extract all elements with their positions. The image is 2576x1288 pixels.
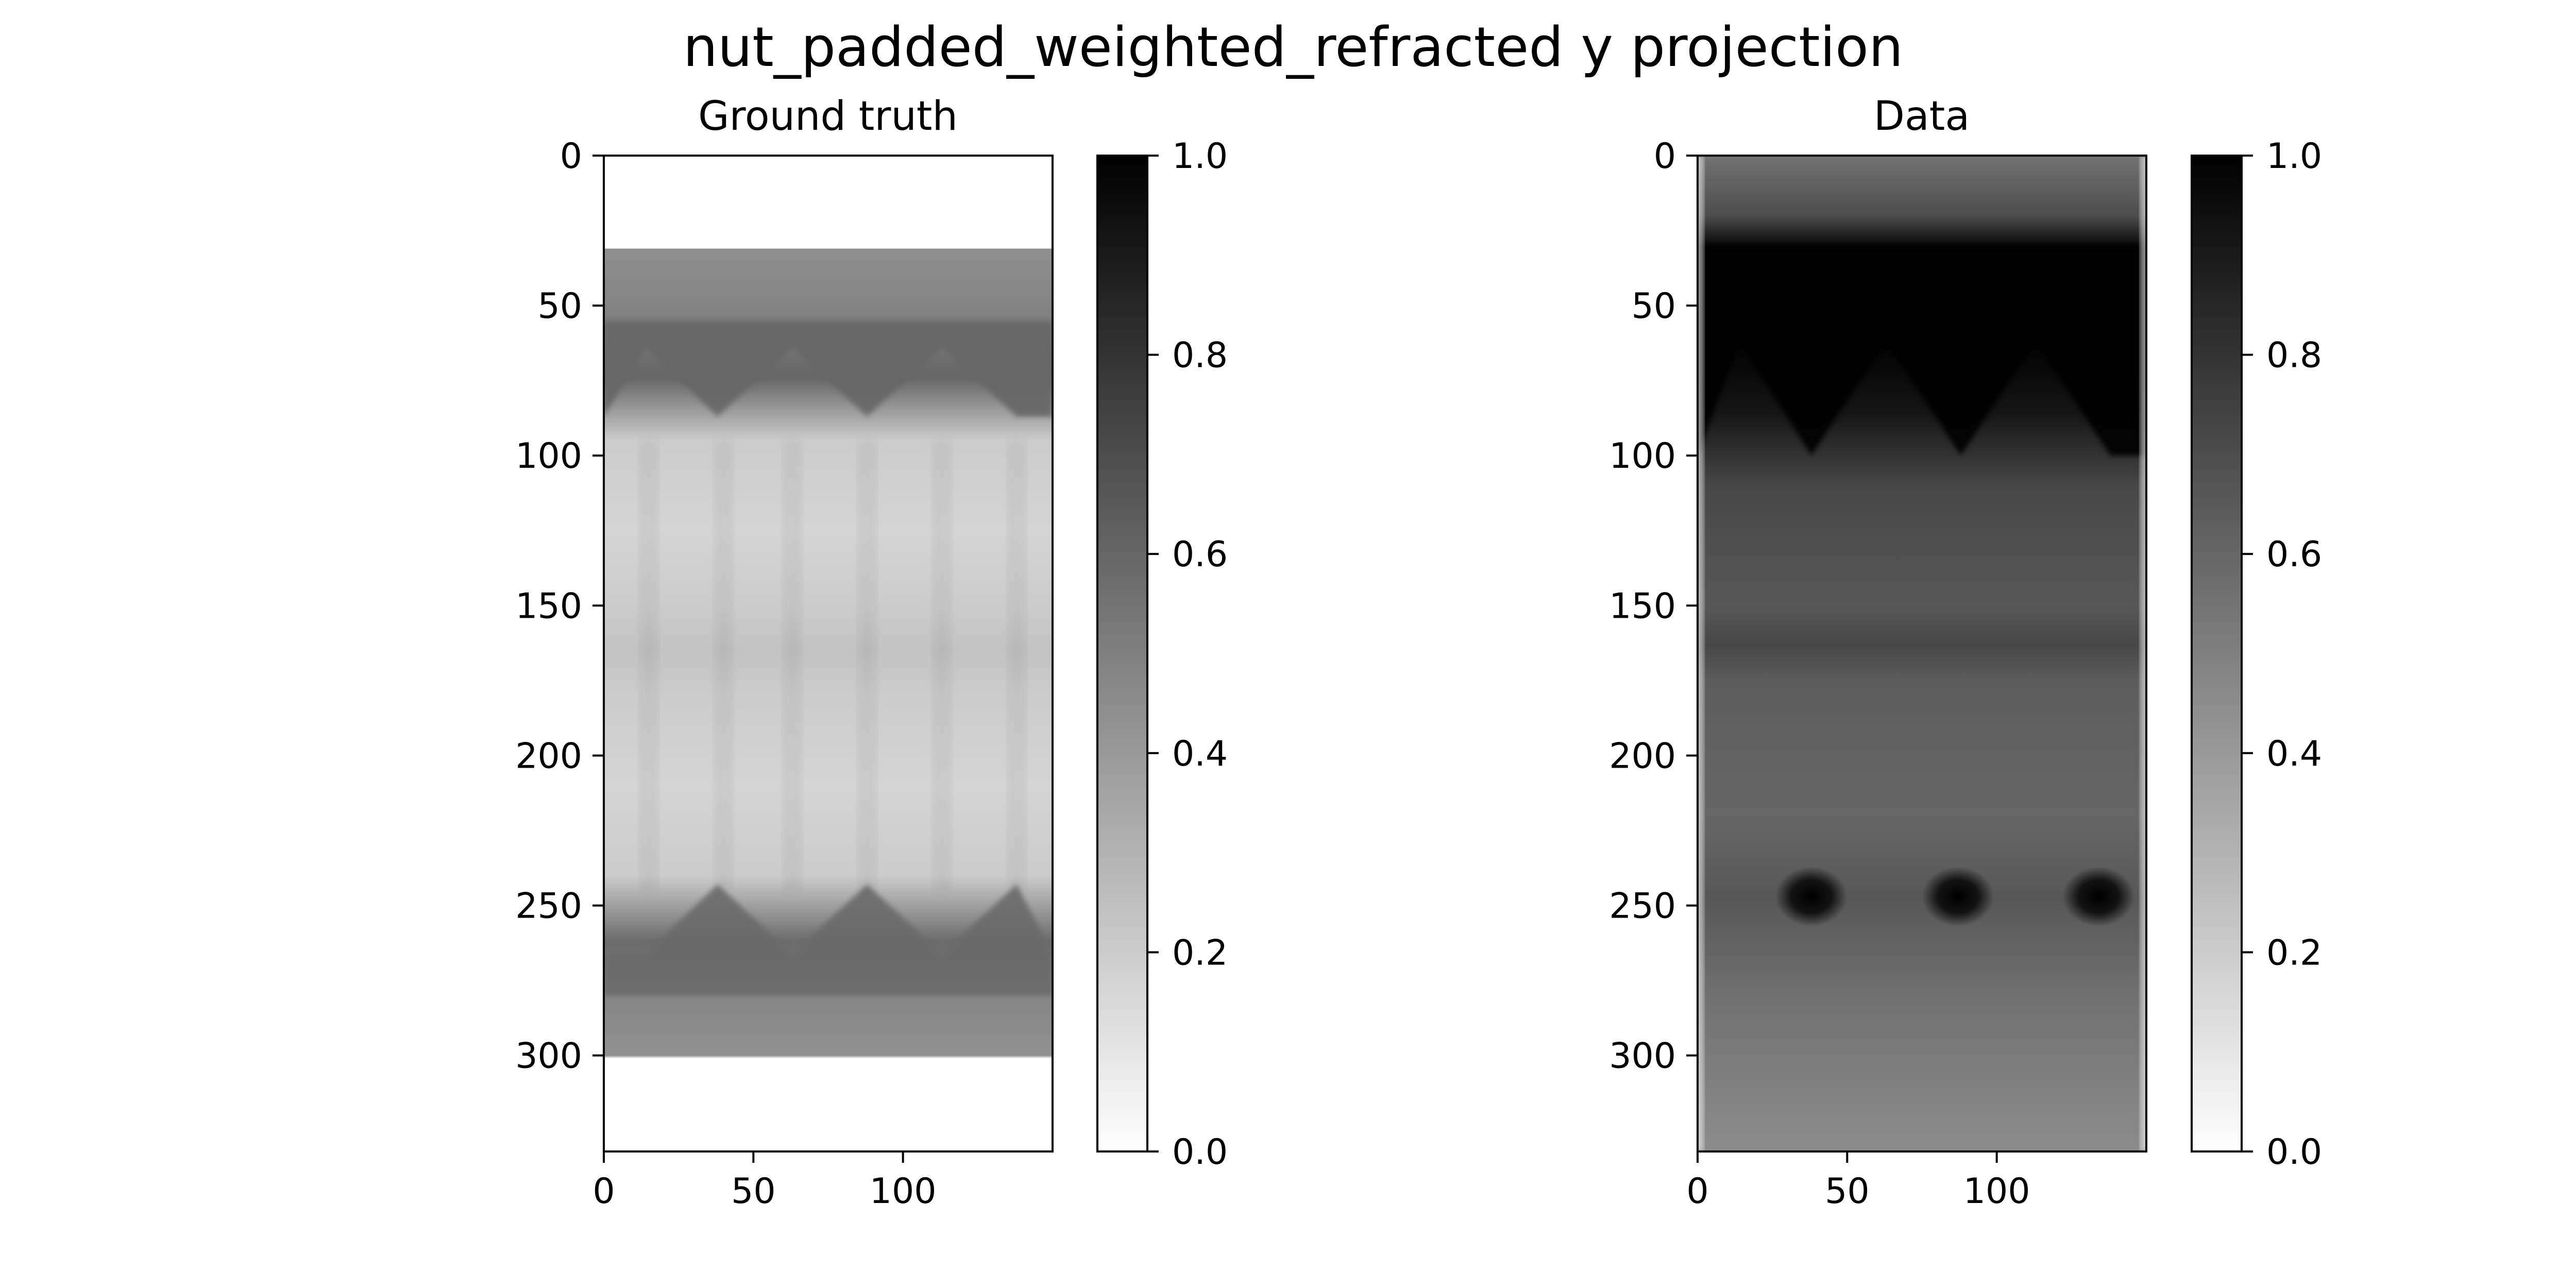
colorbar-tick-label: 1.0 bbox=[1172, 136, 1228, 177]
colorbar-tick-label: 0.8 bbox=[2266, 335, 2322, 376]
y-tick-label: 200 bbox=[1609, 736, 1676, 776]
colorbar-tick-label: 0.2 bbox=[1172, 933, 1228, 973]
panel-ground-truth: Ground truth 0 50 100 0 50 100 150 200 250 300 0… bbox=[515, 93, 1228, 1212]
y-tick-label: 250 bbox=[515, 886, 582, 927]
heatmap-hot-spot bbox=[1775, 867, 1848, 927]
colorbar-tick-label: 0.6 bbox=[1172, 534, 1228, 575]
heatmap-stripe bbox=[1007, 440, 1026, 891]
y-tick-label: 50 bbox=[1631, 286, 1676, 327]
y-tick-label: 100 bbox=[1609, 436, 1676, 477]
y-tick-label: 50 bbox=[537, 286, 582, 327]
figure-title: nut_padded_weighted_refracted y projecti… bbox=[683, 15, 1903, 79]
heatmap-stripe bbox=[783, 440, 802, 891]
colorbar-tick-label: 0.0 bbox=[2266, 1132, 2322, 1173]
colorbar-tick-label: 0.8 bbox=[1172, 335, 1228, 376]
colorbar-tick-label: 1.0 bbox=[2266, 136, 2322, 177]
y-tick-label: 200 bbox=[515, 736, 582, 776]
x-tick-label: 0 bbox=[1686, 1171, 1708, 1212]
x-tick-label: 50 bbox=[1825, 1171, 1870, 1212]
colorbar-tick-label: 0.2 bbox=[2266, 933, 2322, 973]
heatmap-hot-spot bbox=[2062, 867, 2135, 927]
panel-data: Data 0 50 100 0 50 100 150 200 250 300 0.0 0.2 0.4… bbox=[1609, 93, 2322, 1212]
heatmap-zigzag-top bbox=[604, 320, 1053, 417]
y-tick-label: 300 bbox=[515, 1036, 582, 1077]
heatmap-zigzag-bottom bbox=[604, 884, 1053, 996]
heatmap-zigzag-top bbox=[1698, 245, 2146, 456]
y-tick-label: 0 bbox=[560, 136, 582, 177]
heatmap-padding bbox=[604, 156, 1053, 249]
heatmap-edge-column bbox=[1698, 156, 1704, 1151]
heatmap-base bbox=[604, 156, 1053, 1151]
y-tick-label: 0 bbox=[1654, 136, 1676, 177]
colorbar-tick-label: 0.0 bbox=[1172, 1132, 1228, 1173]
y-tick-label: 100 bbox=[515, 436, 582, 477]
y-tick-label: 300 bbox=[1609, 1036, 1676, 1077]
y-tick-label: 250 bbox=[1609, 886, 1676, 927]
axes-frame bbox=[603, 155, 1054, 1153]
x-tick-label: 50 bbox=[731, 1171, 776, 1212]
colorbar-tick-label: 0.4 bbox=[2266, 734, 2322, 774]
y-tick-label: 150 bbox=[1609, 586, 1676, 626]
heatmap-stripe bbox=[639, 440, 658, 891]
heatmap-image bbox=[1698, 156, 2146, 1151]
colorbar: 0.0 0.2 0.4 0.6 0.8 1.0 bbox=[2191, 136, 2322, 1173]
colorbar-gradient bbox=[2191, 155, 2243, 1153]
axes-frame bbox=[1697, 155, 2147, 1153]
colorbar-tick-label: 0.4 bbox=[1172, 734, 1228, 774]
colorbar-gradient bbox=[1096, 155, 1148, 1153]
heatmap-stripe bbox=[933, 440, 952, 891]
heatmap-edge-column bbox=[2140, 156, 2146, 1151]
x-tick-label: 100 bbox=[1963, 1171, 2030, 1212]
x-axis: 0 50 100 bbox=[592, 1151, 937, 1212]
colorbar: 0.0 0.2 0.4 0.6 0.8 1.0 bbox=[1096, 136, 1228, 1173]
heatmap-stripe bbox=[714, 440, 733, 891]
y-axis: 0 50 100 150 200 250 300 bbox=[1609, 136, 1698, 1077]
x-tick-label: 0 bbox=[592, 1171, 615, 1212]
colorbar-tick-label: 0.6 bbox=[2266, 534, 2322, 575]
x-axis: 0 50 100 bbox=[1686, 1151, 2030, 1212]
panel-title: Data bbox=[1874, 93, 1970, 140]
heatmap-image bbox=[604, 156, 1053, 1151]
x-tick-label: 100 bbox=[870, 1171, 937, 1212]
panel-title: Ground truth bbox=[698, 93, 958, 140]
y-tick-label: 150 bbox=[515, 586, 582, 626]
y-axis: 0 50 100 150 200 250 300 bbox=[515, 136, 604, 1077]
heatmap-stripe bbox=[857, 440, 876, 891]
heatmap-hot-spot bbox=[1922, 867, 1994, 927]
colorbar-ticks: 0.0 0.2 0.4 0.6 0.8 1.0 bbox=[1147, 136, 1228, 1173]
heatmap-padding bbox=[604, 1058, 1053, 1151]
colorbar-ticks: 0.0 0.2 0.4 0.6 0.8 1.0 bbox=[2242, 136, 2322, 1173]
